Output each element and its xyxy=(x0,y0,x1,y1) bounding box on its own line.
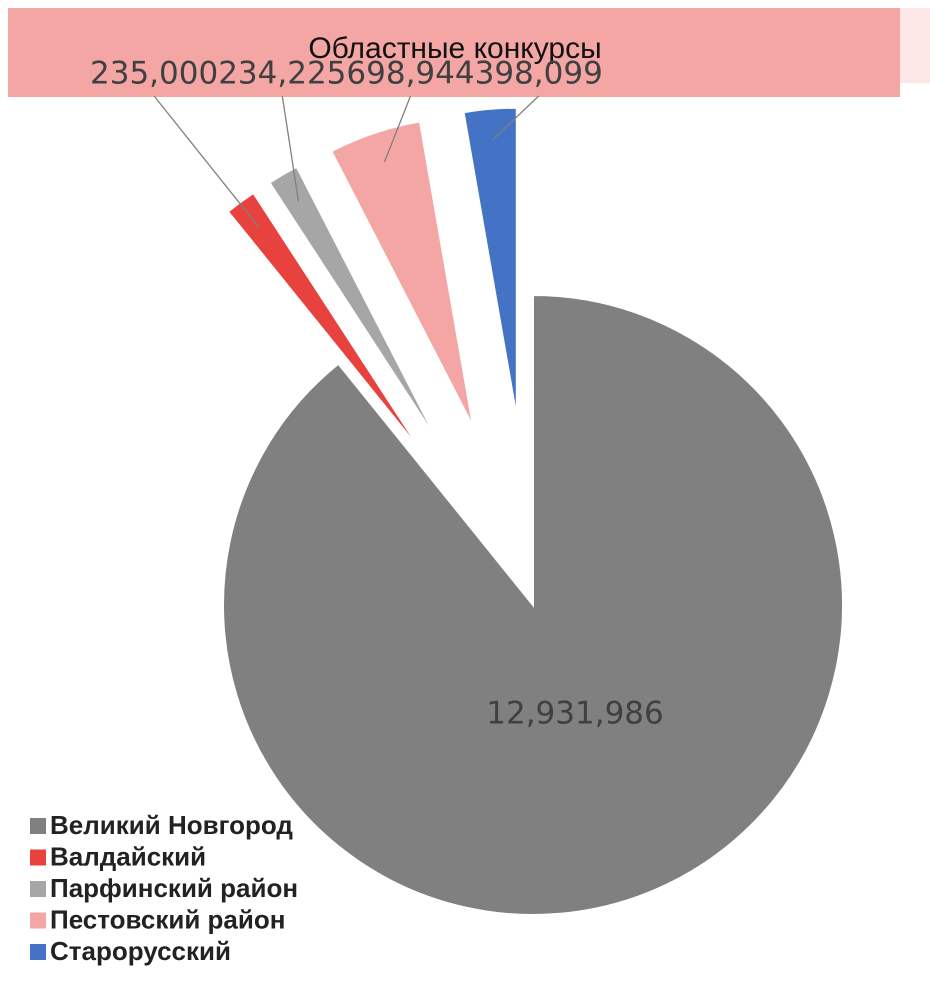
legend-swatch xyxy=(30,944,46,960)
leader-line xyxy=(281,95,300,202)
value-label: 12,931,986 xyxy=(486,696,664,732)
chart-title: Областные конкурсы xyxy=(308,32,601,65)
title-band xyxy=(8,8,900,97)
legend-swatch xyxy=(30,818,46,834)
pie-slice xyxy=(268,165,440,443)
value-label: 235,000 xyxy=(90,56,218,92)
pie xyxy=(222,106,844,916)
pie-slice xyxy=(222,293,844,916)
leader-line xyxy=(383,95,412,163)
pie-slice xyxy=(329,120,475,428)
pie-slice xyxy=(226,191,424,454)
legend-swatch xyxy=(30,849,46,866)
title-band-edge xyxy=(900,8,930,83)
leader-line xyxy=(153,95,260,228)
leader-line xyxy=(492,95,540,141)
legend-label: Старорусский xyxy=(50,936,231,966)
legend-label: Валдайский xyxy=(50,841,206,871)
legend-label: Великий Новгород xyxy=(50,810,293,840)
value-label: 698,944 xyxy=(346,56,474,92)
value-label: 234,225 xyxy=(218,56,346,92)
legend-swatch xyxy=(30,881,46,897)
value-label: 398,099 xyxy=(475,56,603,92)
legend-label: Пестовский район xyxy=(50,904,285,934)
legend-label: Парфинский район xyxy=(50,873,298,903)
legend-swatch xyxy=(30,912,46,929)
pie-slice xyxy=(462,106,518,418)
